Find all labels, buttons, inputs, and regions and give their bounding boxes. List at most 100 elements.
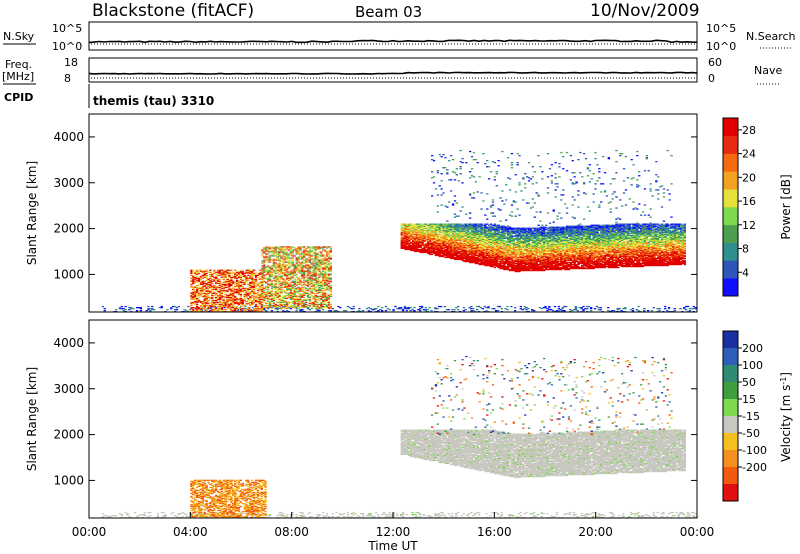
power-echo-cell: [194, 286, 197, 289]
power-echo-cell: [622, 308, 625, 310]
power-echo-cell: [203, 307, 206, 309]
power-echo-cell: [243, 287, 246, 290]
power-echo-cell: [235, 298, 239, 301]
power-echo-cell: [215, 275, 218, 277]
power-echo-cell: [234, 302, 237, 305]
power-echo-cell: [289, 257, 293, 259]
power-echo-cell: [272, 298, 275, 300]
power-echo-cell: [245, 302, 248, 305]
power-echo-cell: [287, 284, 291, 286]
power-echo-cell: [282, 310, 285, 312]
power-echo-cell: [220, 305, 223, 308]
power-echo-cell: [295, 297, 298, 299]
power-echo-cell: [204, 310, 207, 312]
power-echo-cell: [241, 287, 244, 290]
power-echo-cell: [260, 307, 263, 309]
power-echo-cell: [201, 282, 204, 285]
power-echo-cell: [226, 283, 229, 286]
power-echo-cell: [216, 281, 220, 284]
power-echo-cell: [270, 268, 274, 270]
power-echo-cell: [203, 295, 206, 298]
power-echo-cell: [194, 302, 197, 305]
power-echo-cell: [185, 310, 188, 312]
power-echo-cell: [237, 288, 241, 291]
power-echo-cell: [301, 302, 304, 304]
power-echo-cell: [237, 301, 241, 304]
power-echo-cell: [194, 271, 197, 273]
power-echo-cell: [496, 310, 500, 312]
power-echo-cell: [139, 307, 142, 309]
power-echo-cell: [559, 309, 562, 311]
power-echo-cell: [249, 272, 252, 274]
power-echo-cell: [196, 291, 199, 294]
power-echo-cell: [220, 308, 223, 310]
power-echo-cell: [282, 278, 285, 280]
power-echo-cell: [472, 310, 475, 312]
power-echo-cell: [224, 300, 227, 303]
power-echo-cell: [228, 281, 231, 284]
power-echo-cell: [216, 286, 220, 289]
power-echo-cell: [303, 303, 306, 306]
power-echo-cell: [280, 257, 283, 259]
power-echo-cell: [196, 295, 199, 298]
power-echo-cell: [293, 292, 296, 294]
power-echo-cell: [213, 278, 216, 280]
power-echo-cell: [470, 310, 473, 312]
power-echo-cell: [216, 282, 220, 285]
power-echo-cell: [287, 256, 291, 258]
power-echo-cell: [278, 278, 281, 280]
power-echo-cell: [301, 256, 304, 258]
power-echo-cell: [590, 310, 593, 312]
power-echo-cell: [284, 284, 287, 286]
power-echo-cell: [196, 305, 199, 308]
power-echo-cell: [241, 301, 244, 304]
power-echo-cell: [199, 269, 203, 271]
power-echo-cell: [282, 267, 285, 269]
power-echo-cell: [247, 278, 250, 280]
power-echo-cell: [265, 278, 268, 280]
power-echo-cell: [265, 282, 268, 284]
power-echo-cell: [239, 275, 242, 277]
power-echo-cell: [205, 272, 208, 274]
power-echo-cell: [291, 289, 294, 291]
power-echo-cell: [196, 299, 199, 302]
power-echo-cell: [301, 281, 304, 283]
power-echo-cell: [197, 269, 201, 271]
power-echo-cell: [192, 286, 195, 289]
power-echo-cell: [247, 277, 250, 279]
power-echo-cell: [299, 265, 302, 267]
power-echo-cell: [199, 276, 203, 278]
power-echo-cell: [291, 271, 294, 273]
power-echo-cell: [599, 309, 602, 311]
power-echo-cell: [256, 274, 260, 276]
power-echo-cell: [287, 259, 291, 261]
power-echo-cell: [295, 303, 298, 306]
power-echo-cell: [205, 270, 208, 272]
power-echo-cell: [263, 301, 266, 303]
power-echo-cell: [199, 289, 203, 292]
power-echo-cell: [268, 259, 272, 261]
power-echo-cell: [237, 307, 241, 309]
power-echo-cell: [243, 310, 246, 312]
power-echo-cell: [209, 304, 212, 307]
power-echo-cell: [197, 278, 201, 280]
power-echo-cell: [232, 300, 235, 303]
power-echo-cell: [289, 306, 293, 309]
power-echo-cell: [268, 303, 272, 306]
power-echo-cell: [196, 286, 199, 289]
power-echo-cell: [216, 270, 220, 272]
power-echo-cell: [190, 296, 193, 299]
power-echo-cell: [291, 257, 294, 259]
power-echo-cell: [203, 270, 206, 272]
power-echo-cell: [268, 293, 272, 295]
power-echo-cell: [289, 246, 293, 248]
power-echo-cell: [120, 305, 123, 308]
power-echo-cell: [201, 289, 204, 292]
power-echo-cell: [381, 307, 384, 309]
power-echo-cell: [287, 267, 291, 269]
power-echo-cell: [203, 285, 206, 288]
power-echo-cell: [286, 277, 289, 279]
power-echo-cell: [190, 297, 193, 300]
power-echo-cell: [222, 305, 225, 308]
power-echo-cell: [301, 273, 304, 275]
